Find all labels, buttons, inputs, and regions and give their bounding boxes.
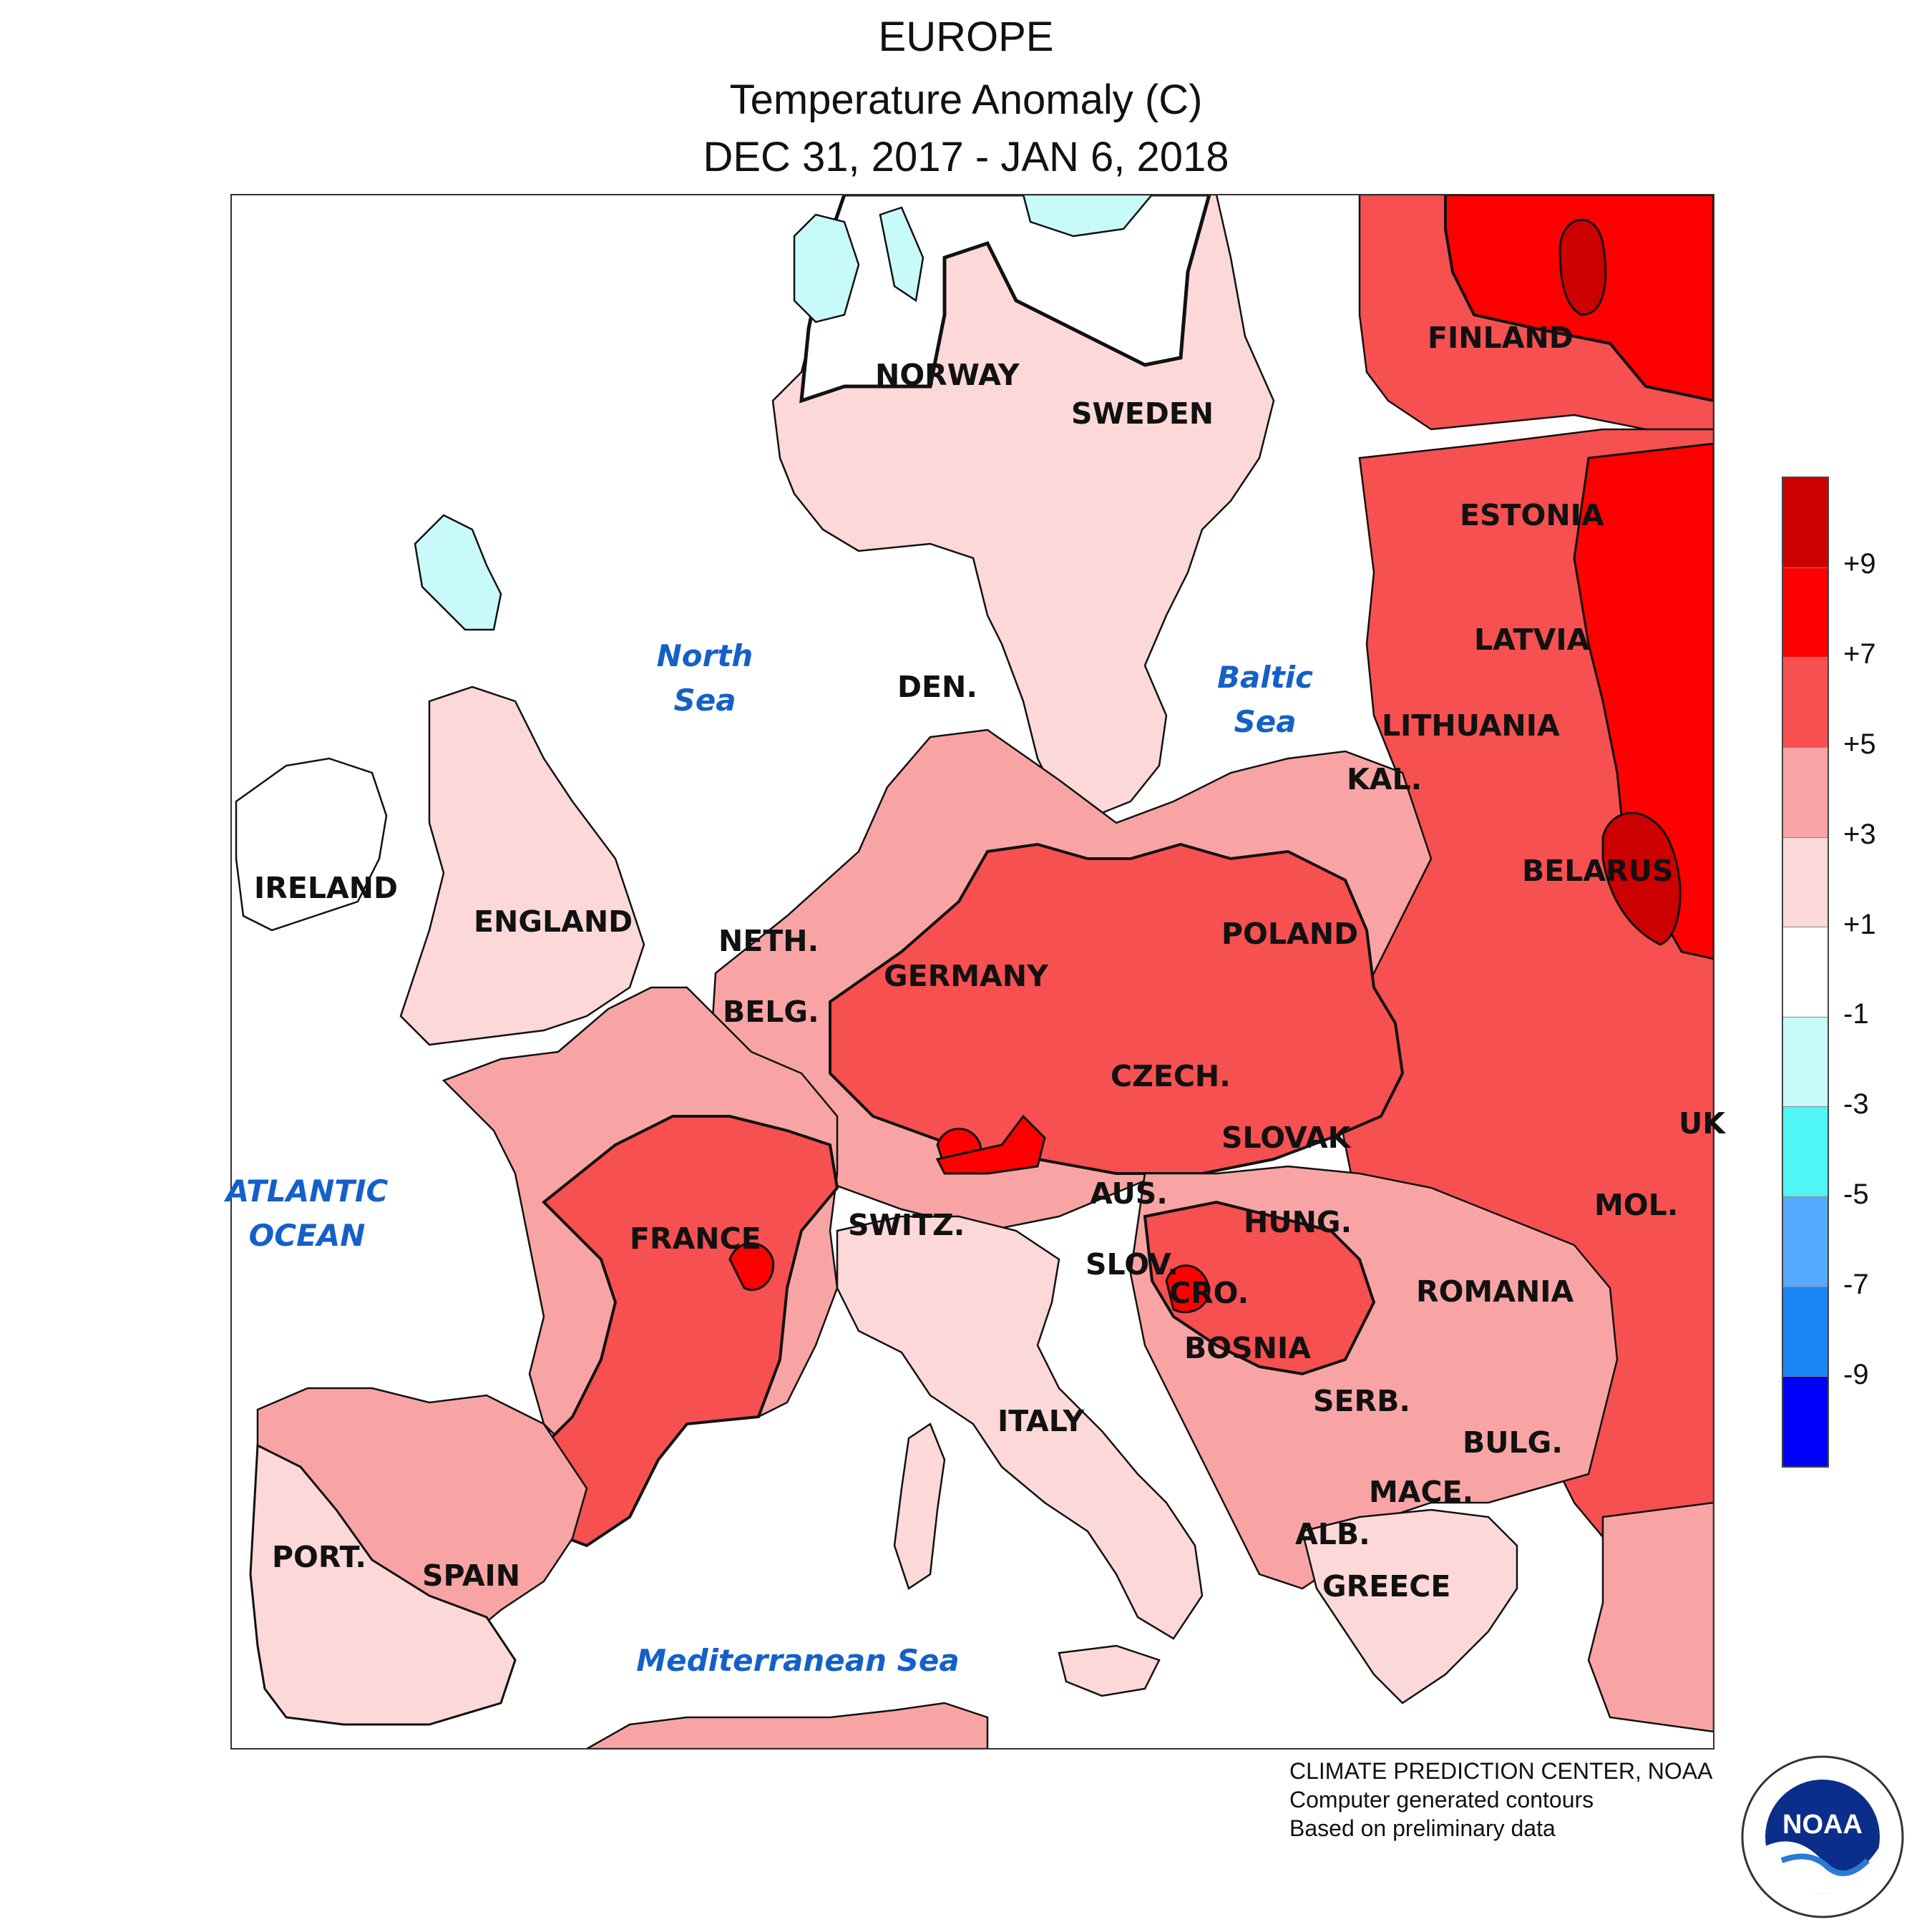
label-latvia: LATVIA [1474, 623, 1590, 657]
map-subtitle-period: DEC 31, 2017 - JAN 6, 2018 [703, 134, 1229, 180]
label-den: DEN. [897, 670, 977, 704]
label-mol: MOL. [1594, 1188, 1678, 1222]
credit-line-3: Based on preliminary data [1289, 1815, 1556, 1841]
legend-swatch [1783, 1196, 1828, 1287]
legend-tick-label: -5 [1843, 1179, 1869, 1211]
france-warm-zone [513, 1115, 839, 1548]
label-norway: NORWAY [875, 358, 1020, 392]
label-slov: SLOV. [1085, 1247, 1179, 1282]
belarus-hottest-zone [1601, 811, 1682, 946]
ireland-land [235, 757, 388, 932]
noaa-logo: NOAA [1741, 1755, 1904, 1918]
label-finland: FINLAND [1428, 321, 1574, 355]
norway-cold-patch [793, 213, 860, 323]
label-hung: HUNG. [1244, 1205, 1352, 1239]
label-lithuania: LITHUANIA [1382, 708, 1560, 743]
credit-line-1: CLIMATE PREDICTION CENTER, NOAA [1289, 1758, 1713, 1784]
label-atlantic-1: ATLANTIC [224, 1174, 389, 1209]
legend-tick-label: +1 [1843, 908, 1876, 940]
label-baltic-sea-2: Sea [1234, 704, 1296, 739]
map-frame [230, 194, 1714, 1750]
label-france: FRANCE [630, 1221, 761, 1256]
label-alb: ALB. [1295, 1517, 1370, 1551]
finland-hottest-zone [1558, 218, 1607, 316]
label-aus: AUS. [1090, 1176, 1168, 1211]
label-uk: UK [1679, 1106, 1727, 1141]
map-title: EUROPE [878, 14, 1054, 60]
label-port: PORT. [272, 1540, 366, 1574]
label-mace: MACE. [1369, 1475, 1473, 1509]
legend-tick-label: +3 [1843, 818, 1876, 850]
croatia-hot-spot [1165, 1264, 1211, 1314]
label-england: ENGLAND [474, 904, 633, 939]
label-belg: BELG. [723, 995, 819, 1029]
turkey-land [1587, 1501, 1714, 1733]
label-czech: CZECH. [1111, 1059, 1231, 1093]
label-kal: KAL. [1347, 762, 1422, 796]
legend-tick-label: +9 [1843, 547, 1876, 580]
label-north-sea-1: North [657, 638, 753, 673]
label-atlantic-2: OCEAN [249, 1218, 366, 1253]
label-greece: GREECE [1322, 1569, 1450, 1604]
label-cro: CRO. [1169, 1276, 1249, 1310]
germany-hot-spot-2 [935, 1114, 1046, 1175]
label-bulg: BULG. [1463, 1425, 1563, 1460]
italy-land [836, 1215, 1204, 1640]
label-sweden: SWEDEN [1071, 396, 1214, 431]
map-area [231, 195, 1714, 1749]
label-slovak: SLOVAK [1221, 1121, 1352, 1155]
legend-swatch [1783, 1376, 1828, 1467]
iberia-mild-zone [249, 1443, 517, 1726]
label-baltic-sea-1: Baltic [1217, 660, 1313, 695]
label-ireland: IRELAND [254, 871, 398, 905]
legend-tick-label: -1 [1843, 998, 1869, 1030]
france-hot-spot [728, 1242, 775, 1292]
britain-land [399, 686, 645, 1046]
credit-line-2: Computer generated contours [1289, 1787, 1594, 1813]
balkans-warm-zone [1143, 1200, 1376, 1376]
legend-tick-label: -7 [1843, 1269, 1869, 1301]
label-bosnia: BOSNIA [1184, 1331, 1311, 1365]
legend-swatch [1783, 1016, 1828, 1107]
legend [1782, 477, 1829, 1468]
legend-swatch [1783, 746, 1828, 837]
legend-tick-label: -3 [1843, 1088, 1869, 1121]
legend-swatch [1783, 927, 1828, 1017]
legend-swatch [1783, 1106, 1828, 1197]
label-north-sea-2: Sea [673, 683, 736, 718]
label-italy: ITALY [997, 1404, 1085, 1438]
sicily [1058, 1644, 1161, 1697]
greece-land [1301, 1508, 1518, 1704]
label-germany: GERMANY [884, 959, 1049, 993]
label-belarus: BELARUS [1522, 854, 1674, 888]
label-neth: NETH. [718, 924, 819, 958]
legend-swatch [1783, 836, 1828, 927]
legend-swatch [1783, 1286, 1828, 1377]
legend-tick-label: +7 [1843, 638, 1876, 670]
label-switz: SWITZ. [848, 1208, 965, 1242]
scotland-cold [414, 514, 502, 631]
north-africa-land [585, 1702, 989, 1749]
legend-swatch [1783, 478, 1828, 567]
label-serb: SERB. [1313, 1384, 1410, 1418]
label-estonia: ESTONIA [1460, 498, 1604, 532]
corsica-sardinia [893, 1423, 946, 1590]
label-spain: SPAIN [422, 1558, 520, 1593]
norway-cold-patch-2 [879, 206, 924, 303]
legend-swatch [1783, 567, 1828, 658]
noaa-logo-text: NOAA [1782, 1810, 1863, 1840]
label-mediterranean: Mediterranean Sea [636, 1643, 959, 1678]
label-poland: POLAND [1221, 917, 1358, 951]
legend-color-bar [1783, 478, 1828, 1467]
north-norway-cold [1022, 195, 1153, 238]
label-romania: ROMANIA [1416, 1274, 1574, 1309]
legend-tick-label: -9 [1843, 1359, 1869, 1391]
map-subtitle-variable: Temperature Anomaly (C) [729, 77, 1203, 123]
legend-swatch [1783, 657, 1828, 747]
legend-tick-label: +5 [1843, 728, 1876, 760]
